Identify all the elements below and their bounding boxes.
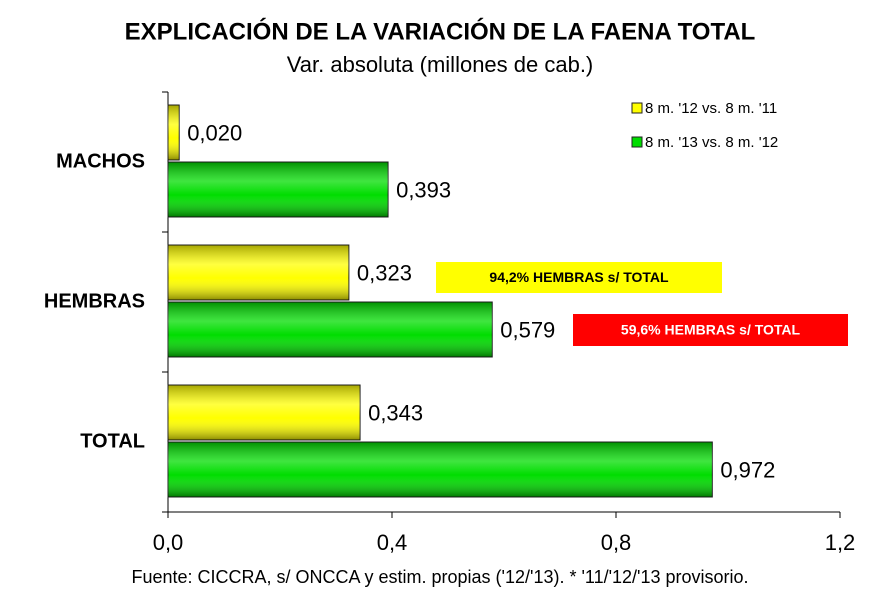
x-tick-label: 1,2 <box>825 530 856 555</box>
chart-subtitle: Var. absoluta (millones de cab.) <box>287 52 594 77</box>
bar-shade <box>168 442 713 497</box>
bar-shade <box>168 302 493 357</box>
value-label: 0,972 <box>720 457 775 482</box>
bar-shade <box>168 105 180 160</box>
value-label: 0,579 <box>500 317 555 342</box>
legend-swatch <box>631 102 643 114</box>
legend-swatch <box>631 136 643 148</box>
annotation-box <box>436 262 722 293</box>
bar-shade <box>168 385 361 440</box>
bar-shade <box>168 162 389 217</box>
annotation-text: 94,2% HEMBRAS s/ TOTAL <box>489 269 669 285</box>
annotation-box <box>573 314 848 346</box>
annotation-text: 59,6% HEMBRAS s/ TOTAL <box>621 322 801 338</box>
chart-title: EXPLICACIÓN DE LA VARIACIÓN DE LA FAENA … <box>125 17 756 45</box>
x-tick-label: 0,0 <box>153 530 184 555</box>
value-label: 0,020 <box>187 120 242 145</box>
legend-label: 8 m. '13 vs. 8 m. '12 <box>645 134 778 151</box>
source: Fuente: CICCRA, s/ ONCCA y estim. propia… <box>131 567 748 587</box>
value-label: 0,393 <box>396 177 451 202</box>
legend-label: 8 m. '12 vs. 8 m. '11 <box>645 100 777 117</box>
bar-shade <box>168 245 349 300</box>
x-tick-label: 0,8 <box>601 530 632 555</box>
value-label: 0,343 <box>368 400 423 425</box>
y-tick-label: HEMBRAS <box>44 290 145 312</box>
x-tick-label: 0,4 <box>377 530 408 555</box>
y-tick-label: TOTAL <box>80 430 145 452</box>
y-tick-label: MACHOS <box>56 150 145 172</box>
value-label: 0,323 <box>357 260 412 285</box>
